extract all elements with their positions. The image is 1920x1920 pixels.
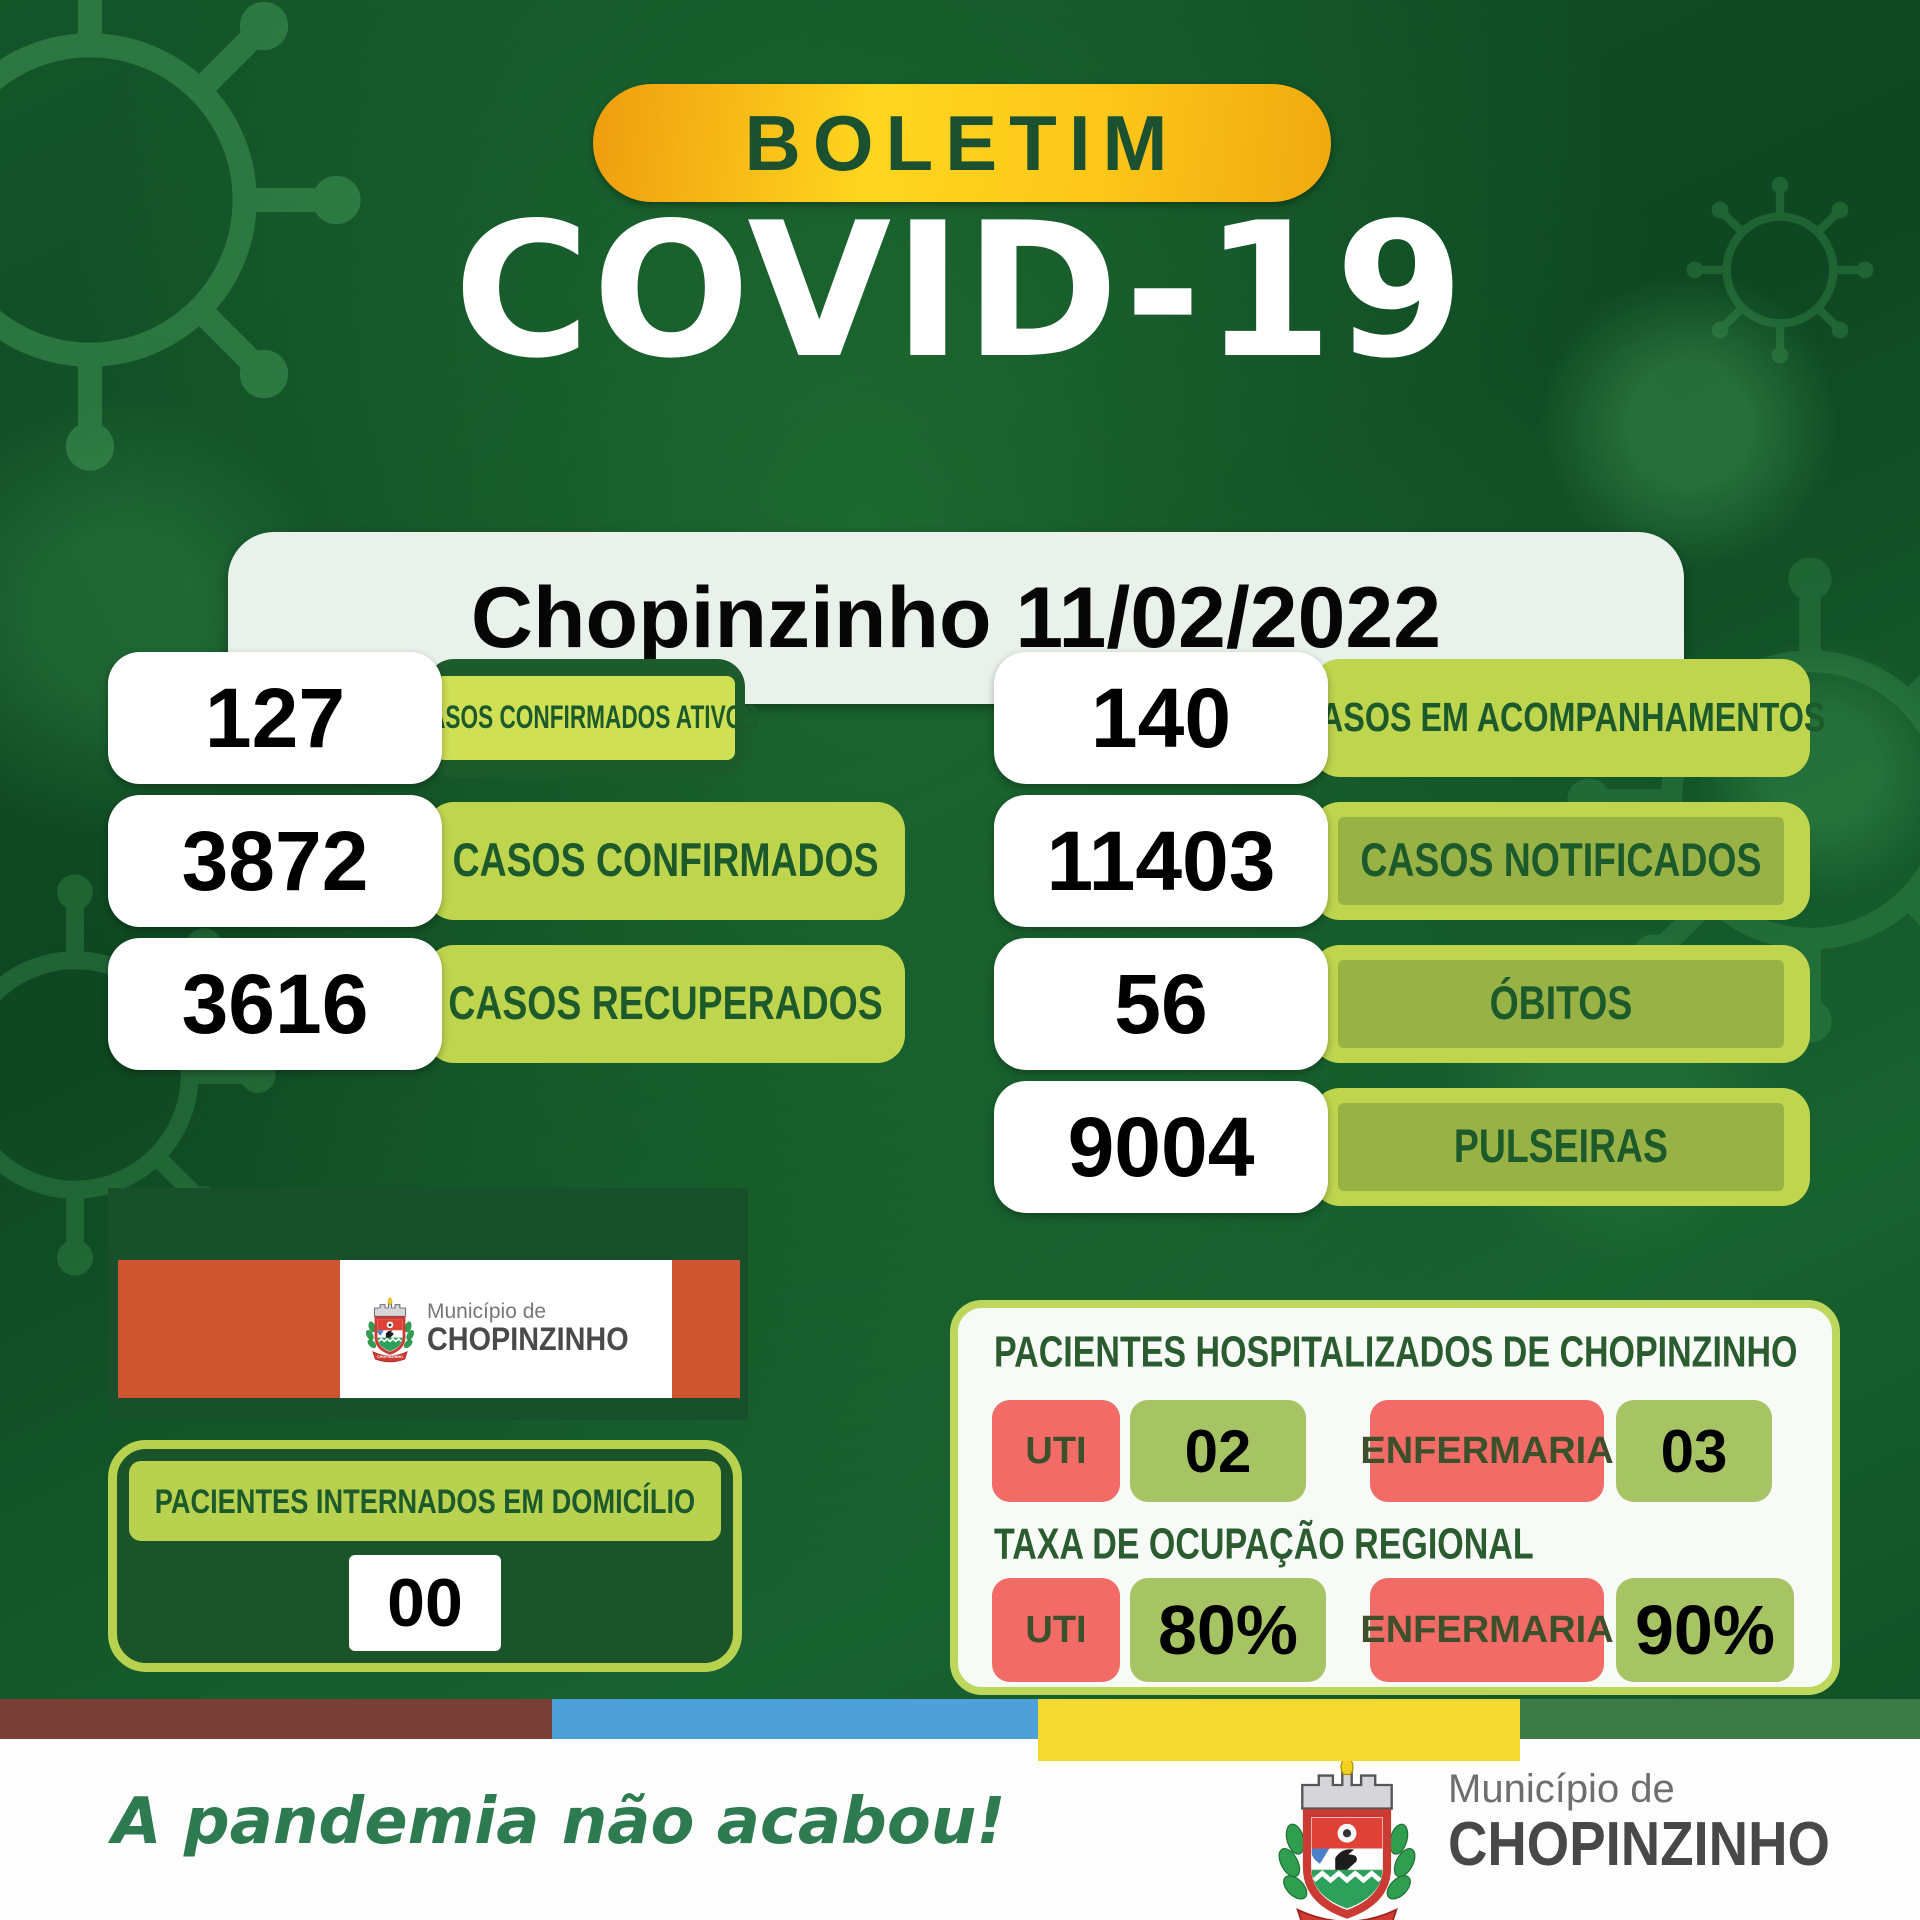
stat-label-pill: CASOS EM ACOMPANHAMENTOS — [1297, 659, 1825, 777]
stat-label-pill: CASOS CONFIRMADOS — [426, 802, 905, 920]
stat-row-confirmados-ativos: CASOS CONFIRMADOS ATIVOS 127 — [108, 652, 908, 784]
occupancy-title: TAXA DE OCUPAÇÃO REGIONAL — [994, 1519, 1534, 1569]
stat-label: PULSEIRAS — [1453, 1120, 1669, 1173]
occupancy-uti-label: UTI — [1025, 1608, 1087, 1651]
enfermaria-value: 03 — [1660, 1417, 1728, 1485]
municipality-prefix: Município de — [427, 1300, 547, 1324]
stat-row-notificados: CASOS NOTIFICADOS 11403 — [994, 795, 1814, 927]
stat-value-box: 127 — [108, 652, 442, 784]
flag-white-center: Município de CHOPINZINHO — [340, 1260, 672, 1398]
home-care-box: PACIENTES INTERNADOS EM DOMICÍLIO 00 — [108, 1440, 742, 1672]
occupancy-uti-value-pill: 80% — [1130, 1578, 1326, 1682]
stat-label-pill: CASOS RECUPERADOS — [426, 945, 905, 1063]
stat-value-box: 11403 — [994, 795, 1328, 927]
stat-value: 56 — [1114, 956, 1208, 1051]
stripe-brown — [0, 1699, 552, 1739]
hospitalized-panel: PACIENTES HOSPITALIZADOS DE CHOPINZINHO … — [950, 1300, 1840, 1695]
uti-value: 02 — [1184, 1417, 1252, 1485]
occupancy-uti-value: 80% — [1157, 1591, 1299, 1669]
stat-label-pill: CASOS NOTIFICADOS — [1312, 802, 1810, 920]
stat-value-box: 56 — [994, 938, 1328, 1070]
enfermaria-label-pill: ENFERMARIA — [1360, 1400, 1614, 1502]
uti-label-pill: UTI — [992, 1400, 1120, 1502]
stat-value-box: 9004 — [994, 1081, 1328, 1213]
boletim-badge-label: BOLETIM — [744, 98, 1180, 187]
occupancy-enfermaria-label-pill: ENFERMARIA — [1360, 1578, 1614, 1682]
city-date-text: Chopinzinho 11/02/2022 — [470, 569, 1442, 666]
stat-label: ÓBITOS — [1489, 977, 1633, 1030]
stat-label-pill: ÓBITOS — [1312, 945, 1810, 1063]
uti-label: UTI — [1025, 1429, 1087, 1472]
footer: A pandemia não acabou! Município de CHOP… — [0, 1739, 1920, 1920]
home-care-title: PACIENTES INTERNADOS EM DOMICÍLIO — [154, 1481, 696, 1520]
stat-label: CASOS EM ACOMPANHAMENTOS — [1296, 694, 1826, 741]
stat-value-box: 3616 — [108, 938, 442, 1070]
coat-of-arms — [1262, 1745, 1432, 1920]
flag-orange-stripe: Município de CHOPINZINHO — [118, 1260, 740, 1398]
stat-value-box: 140 — [994, 652, 1328, 784]
stat-row-pulseiras: PULSEIRAS 9004 — [994, 1081, 1814, 1213]
stat-value: 11403 — [1046, 813, 1276, 908]
coat-of-arms — [361, 1294, 419, 1364]
occupancy-uti-label-pill: UTI — [992, 1578, 1120, 1682]
stripe-green — [1520, 1699, 1920, 1739]
stat-label: CASOS RECUPERADOS — [448, 977, 883, 1030]
stat-value: 9004 — [1067, 1099, 1255, 1194]
stat-row-acompanhamentos: CASOS EM ACOMPANHAMENTOS 140 — [994, 652, 1825, 784]
stat-label-pill: CASOS CONFIRMADOS ATIVOS — [413, 659, 758, 777]
municipality-name: CHOPINZINHO — [1448, 1810, 1830, 1879]
municipality-name: CHOPINZINHO — [427, 1321, 629, 1358]
municipality-prefix: Município de — [1448, 1767, 1675, 1811]
stat-label: CASOS CONFIRMADOS ATIVOS — [412, 699, 759, 736]
stat-label: CASOS CONFIRMADOS — [452, 834, 879, 887]
occupancy-enfermaria-label: ENFERMARIA — [1360, 1608, 1614, 1651]
enfermaria-value-pill: 03 — [1616, 1400, 1772, 1502]
home-care-title-band: PACIENTES INTERNADOS EM DOMICÍLIO — [129, 1461, 721, 1541]
stat-value-box: 3872 — [108, 795, 442, 927]
stat-value: 3872 — [181, 813, 369, 908]
stat-row-recuperados: CASOS RECUPERADOS 3616 — [108, 938, 908, 1070]
hospitalized-title: PACIENTES HOSPITALIZADOS DE CHOPINZINHO — [994, 1327, 1798, 1377]
stat-value: 3616 — [181, 956, 369, 1051]
stat-value: 127 — [204, 670, 346, 765]
boletim-badge: BOLETIM — [593, 84, 1331, 202]
home-care-value: 00 — [387, 1565, 463, 1641]
stat-value: 140 — [1090, 670, 1232, 765]
occupancy-enfermaria-value: 90% — [1634, 1591, 1776, 1669]
home-care-value-box: 00 — [349, 1555, 501, 1651]
stat-row-confirmados: CASOS CONFIRMADOS 3872 — [108, 795, 908, 927]
stat-label: CASOS NOTIFICADOS — [1360, 834, 1762, 887]
enfermaria-label: ENFERMARIA — [1360, 1429, 1614, 1472]
stripe-blue — [552, 1699, 1038, 1739]
stat-label-pill: PULSEIRAS — [1312, 1088, 1810, 1206]
footer-slogan: A pandemia não acabou! — [112, 1785, 1006, 1859]
occupancy-enfermaria-value-pill: 90% — [1616, 1578, 1794, 1682]
uti-value-pill: 02 — [1130, 1400, 1306, 1502]
municipal-flag-banner: Município de CHOPINZINHO — [108, 1188, 748, 1420]
stat-row-obitos: ÓBITOS 56 — [994, 938, 1814, 1070]
stripe-yellow — [1038, 1699, 1520, 1761]
page-title: COVID-19 — [453, 182, 1467, 399]
